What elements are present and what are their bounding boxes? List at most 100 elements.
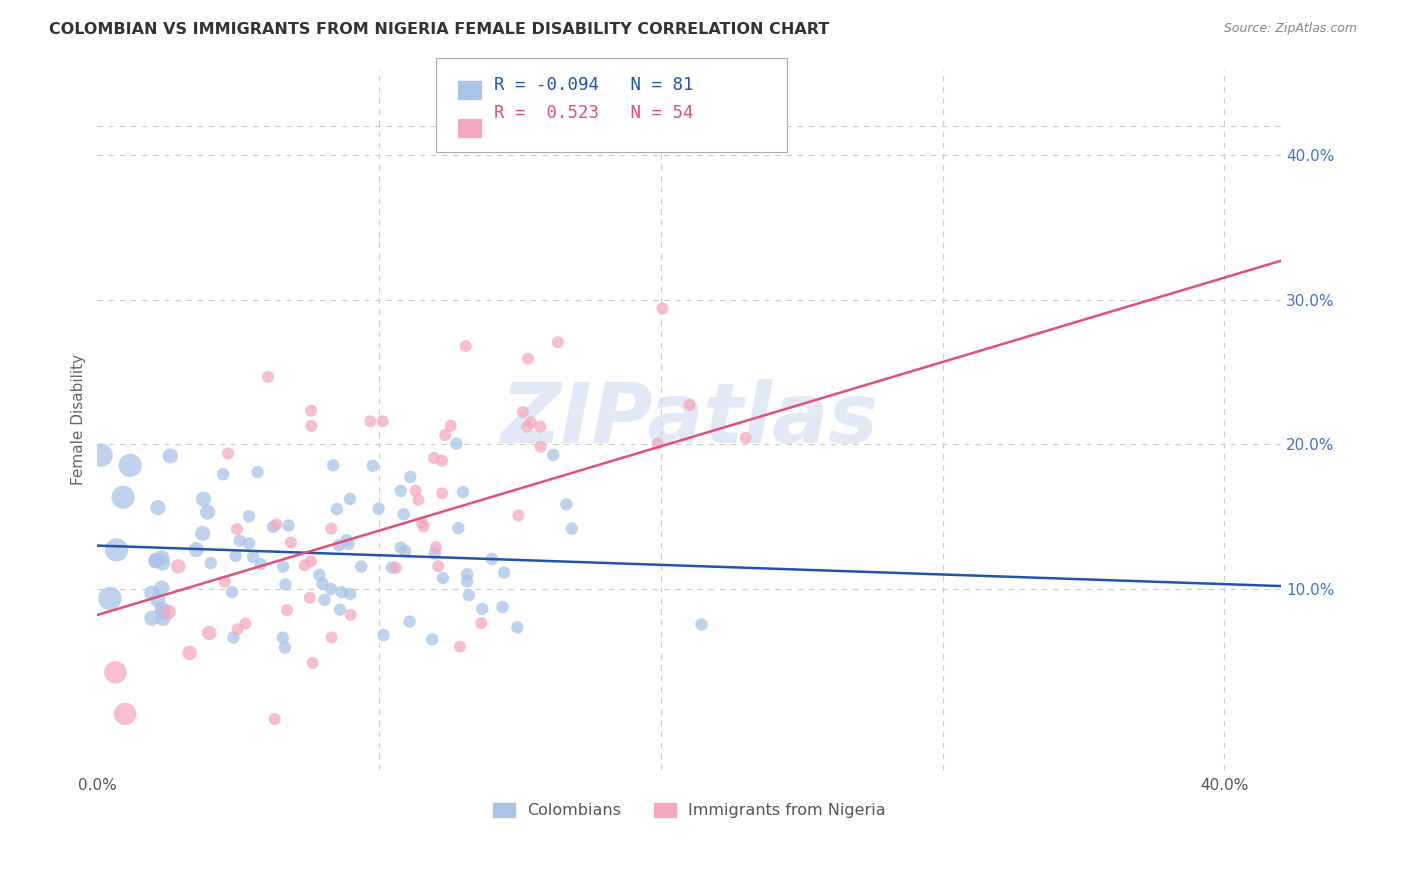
Point: [371, 414, 394, 428]
Point: [238, 536, 260, 550]
Point: [451, 485, 474, 500]
Point: [222, 631, 245, 645]
Point: [425, 540, 447, 554]
Point: [373, 628, 395, 642]
Point: [506, 620, 529, 634]
Point: [412, 519, 434, 533]
Point: [517, 351, 540, 366]
Point: [520, 416, 543, 430]
Point: [298, 591, 321, 605]
Point: [235, 616, 257, 631]
Point: [214, 574, 236, 589]
Point: [200, 556, 222, 570]
Text: R = -0.094   N = 81: R = -0.094 N = 81: [494, 76, 693, 94]
Point: [330, 585, 353, 599]
Point: [491, 599, 513, 614]
Point: [263, 712, 285, 726]
Point: [271, 559, 294, 574]
Point: [274, 640, 297, 655]
Point: [98, 591, 121, 606]
Point: [647, 436, 669, 450]
Point: [651, 301, 673, 316]
Point: [276, 603, 298, 617]
Point: [105, 543, 128, 558]
Point: [301, 656, 323, 670]
Point: [405, 483, 427, 498]
Point: [432, 571, 454, 585]
Legend: Colombians, Immigrants from Nigeria: Colombians, Immigrants from Nigeria: [486, 796, 893, 825]
Point: [266, 517, 288, 532]
Text: R =  0.523   N = 54: R = 0.523 N = 54: [494, 104, 693, 122]
Point: [529, 419, 551, 434]
Point: [321, 522, 343, 536]
Point: [280, 535, 302, 549]
Point: [150, 550, 173, 565]
Text: COLOMBIAN VS IMMIGRANTS FROM NIGERIA FEMALE DISABILITY CORRELATION CHART: COLOMBIAN VS IMMIGRANTS FROM NIGERIA FEM…: [49, 22, 830, 37]
Point: [159, 449, 181, 463]
Point: [249, 558, 271, 572]
Point: [394, 544, 416, 558]
Point: [512, 405, 534, 419]
Point: [193, 492, 215, 507]
Point: [152, 556, 174, 570]
Point: [221, 585, 243, 599]
Point: [277, 518, 299, 533]
Point: [359, 414, 381, 428]
Point: [197, 505, 219, 519]
Point: [508, 508, 530, 523]
Point: [299, 554, 322, 568]
Point: [146, 500, 169, 515]
Point: [225, 549, 247, 563]
Point: [141, 586, 163, 600]
Point: [408, 492, 430, 507]
Point: [329, 602, 352, 616]
Point: [385, 560, 408, 574]
Point: [150, 581, 173, 595]
Point: [398, 615, 420, 629]
Point: [150, 602, 173, 616]
Point: [678, 398, 700, 412]
Y-axis label: Female Disability: Female Disability: [72, 353, 86, 484]
Point: [336, 533, 359, 547]
Point: [420, 632, 443, 647]
Point: [440, 418, 463, 433]
Point: [541, 448, 564, 462]
Point: [311, 576, 333, 591]
Point: [423, 546, 446, 560]
Point: [430, 486, 453, 500]
Point: [294, 558, 316, 573]
Point: [322, 458, 344, 473]
Point: [114, 706, 136, 721]
Point: [321, 631, 343, 645]
Point: [328, 538, 350, 552]
Point: [242, 549, 264, 564]
Point: [470, 616, 492, 631]
Point: [339, 491, 361, 506]
Point: [274, 577, 297, 591]
Point: [399, 470, 422, 484]
Point: [246, 465, 269, 479]
Point: [326, 502, 349, 516]
Point: [157, 605, 180, 619]
Point: [90, 448, 112, 462]
Point: [389, 483, 412, 498]
Point: [179, 646, 201, 660]
Point: [301, 418, 323, 433]
Point: [152, 606, 174, 620]
Point: [229, 533, 252, 548]
Point: [447, 521, 470, 535]
Point: [217, 446, 239, 460]
Point: [257, 369, 280, 384]
Point: [104, 665, 127, 680]
Point: [361, 458, 384, 473]
Point: [226, 522, 249, 536]
Point: [434, 428, 457, 442]
Point: [427, 559, 450, 574]
Point: [238, 509, 260, 524]
Point: [319, 582, 342, 596]
Point: [314, 592, 336, 607]
Point: [430, 454, 453, 468]
Point: [516, 419, 538, 434]
Point: [734, 431, 756, 445]
Point: [337, 537, 360, 551]
